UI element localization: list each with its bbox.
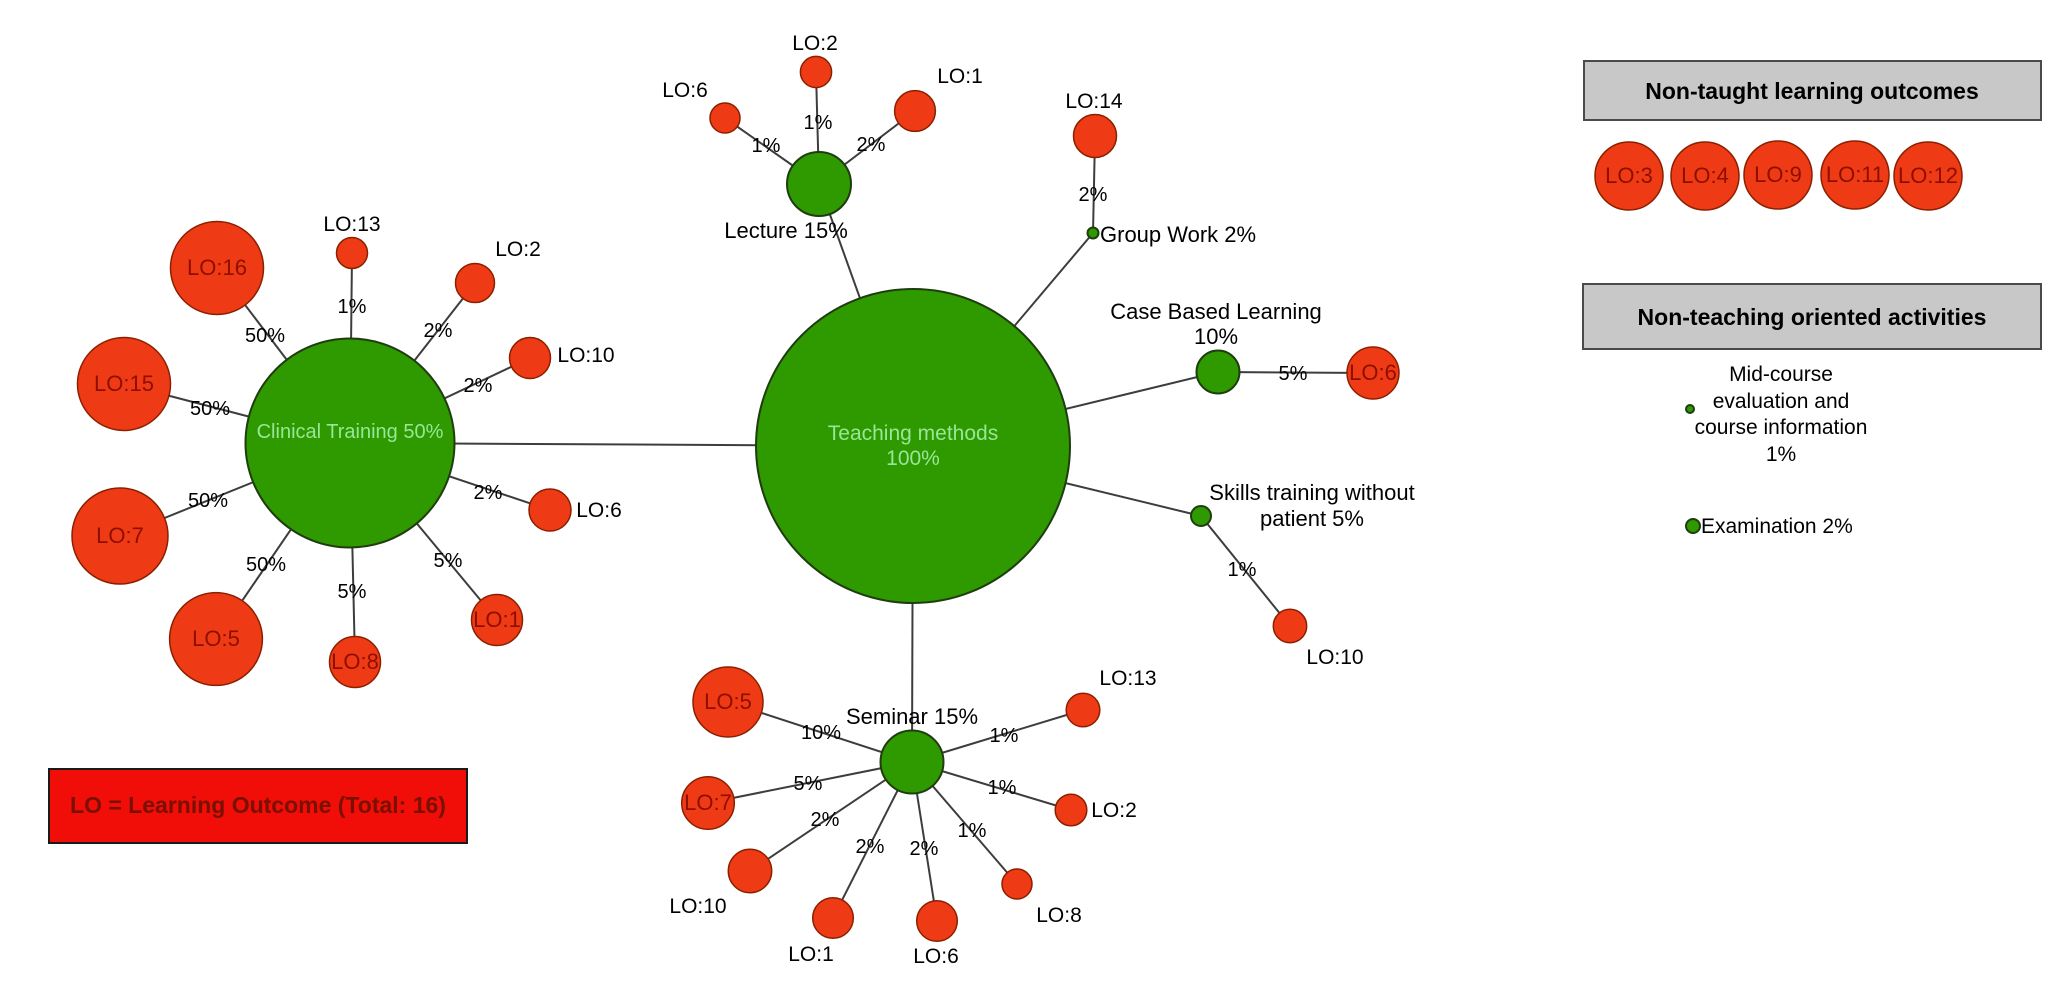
svg-text:LO:3: LO:3 [1605,163,1653,188]
svg-text:1%: 1% [990,725,1019,747]
svg-text:10%: 10% [1194,324,1238,349]
svg-text:LO:10: LO:10 [669,895,726,918]
svg-text:50%: 50% [188,490,228,512]
svg-text:LO:13: LO:13 [323,213,380,236]
svg-text:LO:11: LO:11 [1826,162,1884,187]
svg-text:50%: 50% [246,554,286,576]
svg-text:2%: 2% [811,809,840,831]
svg-text:LO:10: LO:10 [557,344,614,367]
svg-text:Clinical Training 50%: Clinical Training 50% [257,421,444,443]
svg-text:50%: 50% [245,325,285,347]
svg-text:10%: 10% [801,722,841,744]
svg-text:LO:8: LO:8 [1036,904,1082,927]
svg-text:LO:6: LO:6 [662,79,708,102]
svg-text:LO:14: LO:14 [1065,90,1123,113]
svg-text:LO:7: LO:7 [96,523,144,548]
svg-text:LO:8: LO:8 [331,649,379,674]
svg-text:LO:6: LO:6 [913,945,959,968]
svg-text:Teaching methods: Teaching methods [828,422,998,445]
svg-text:Examination 2%: Examination 2% [1701,515,1853,538]
svg-text:LO:2: LO:2 [495,238,541,261]
svg-text:1%: 1% [1766,443,1796,466]
svg-text:1%: 1% [752,135,781,157]
svg-text:LO:7: LO:7 [684,790,732,815]
svg-text:1%: 1% [988,777,1017,799]
svg-text:5%: 5% [794,773,823,795]
svg-text:100%: 100% [886,447,940,470]
svg-text:LO:1: LO:1 [937,65,983,88]
svg-text:5%: 5% [1279,363,1308,385]
svg-text:Skills training without: Skills training without [1209,480,1414,505]
svg-text:1%: 1% [804,112,833,134]
svg-text:LO:10: LO:10 [1306,646,1363,669]
svg-text:2%: 2% [424,320,453,342]
svg-text:2%: 2% [857,134,886,156]
svg-text:Non-teaching oriented activiti: Non-teaching oriented activities [1638,304,1987,330]
svg-text:Case Based Learning: Case Based Learning [1110,299,1322,324]
svg-text:LO:15: LO:15 [94,371,154,396]
svg-text:2%: 2% [474,482,503,504]
svg-text:LO:12: LO:12 [1898,163,1958,188]
svg-text:2%: 2% [1079,184,1108,206]
svg-text:patient 5%: patient 5% [1260,506,1364,531]
svg-text:1%: 1% [1228,559,1257,581]
svg-text:LO:6: LO:6 [576,499,622,522]
svg-text:LO:4: LO:4 [1681,163,1729,188]
svg-text:Mid-course: Mid-course [1729,363,1833,386]
svg-text:LO:2: LO:2 [792,32,838,55]
svg-text:LO:2: LO:2 [1091,799,1137,822]
svg-text:course information: course information [1695,416,1868,439]
svg-text:2%: 2% [910,838,939,860]
svg-text:Lecture 15%: Lecture 15% [724,218,848,243]
svg-text:LO = Learning Outcome (Total:: LO = Learning Outcome (Total: 16) [70,792,446,818]
svg-text:1%: 1% [338,296,367,318]
svg-text:Seminar 15%: Seminar 15% [846,704,978,729]
svg-text:Non-taught learning outcomes: Non-taught learning outcomes [1645,78,1979,104]
svg-text:1%: 1% [958,820,987,842]
svg-text:LO:5: LO:5 [704,689,752,714]
svg-text:5%: 5% [338,581,367,603]
svg-text:LO:9: LO:9 [1754,162,1802,187]
svg-text:5%: 5% [434,550,463,572]
svg-text:2%: 2% [856,836,885,858]
svg-text:50%: 50% [190,398,230,420]
svg-text:2%: 2% [464,375,493,397]
svg-text:LO:16: LO:16 [187,255,247,280]
svg-text:Group Work 2%: Group Work 2% [1100,222,1256,247]
svg-text:LO:5: LO:5 [192,626,240,651]
svg-text:evaluation and: evaluation and [1713,390,1850,413]
svg-text:LO:1: LO:1 [788,943,834,966]
svg-text:LO:1: LO:1 [473,607,521,632]
svg-text:LO:13: LO:13 [1099,667,1156,690]
svg-text:LO:6: LO:6 [1349,360,1397,385]
